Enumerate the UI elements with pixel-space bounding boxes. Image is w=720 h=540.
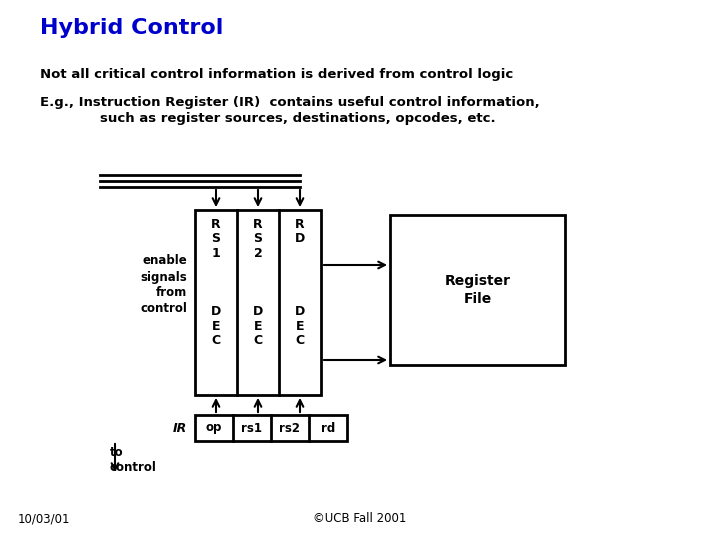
Text: D
E
C: D E C (253, 305, 263, 347)
Text: R
S
2: R S 2 (253, 218, 263, 260)
Text: E.g., Instruction Register (IR)  contains useful control information,: E.g., Instruction Register (IR) contains… (40, 96, 540, 109)
Bar (195, 415, 347, 441)
Bar (390, 215, 565, 365)
Text: rs2: rs2 (279, 422, 300, 435)
Text: such as register sources, destinations, opcodes, etc.: such as register sources, destinations, … (100, 112, 495, 125)
Text: R
D: R D (295, 218, 305, 246)
Text: rd: rd (321, 422, 335, 435)
Text: IR: IR (173, 422, 187, 435)
Text: D
E
C: D E C (211, 305, 221, 347)
Text: ©UCB Fall 2001: ©UCB Fall 2001 (313, 512, 407, 525)
Text: enable
signals
from
control: enable signals from control (140, 254, 187, 315)
Text: Register
File: Register File (444, 274, 510, 306)
Text: D
E
C: D E C (295, 305, 305, 347)
Text: 10/03/01: 10/03/01 (18, 512, 71, 525)
Text: to
control: to control (110, 446, 157, 474)
Text: Not all critical control information is derived from control logic: Not all critical control information is … (40, 68, 513, 81)
Text: R
S
1: R S 1 (211, 218, 221, 260)
Text: rs1: rs1 (241, 422, 263, 435)
Text: Hybrid Control: Hybrid Control (40, 18, 223, 38)
Text: op: op (206, 422, 222, 435)
Bar (195, 210, 321, 395)
